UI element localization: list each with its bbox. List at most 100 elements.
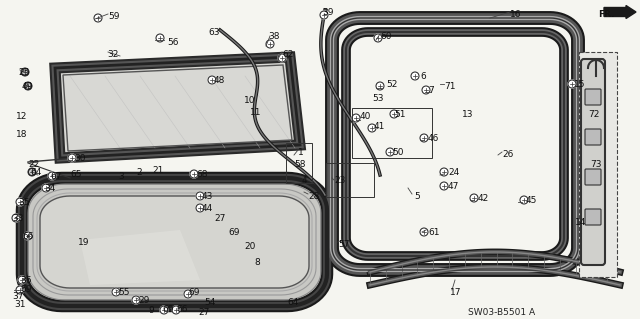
Text: 54: 54 (204, 298, 216, 307)
Text: 69: 69 (162, 305, 173, 314)
Circle shape (156, 34, 164, 42)
Circle shape (16, 198, 24, 206)
Circle shape (12, 214, 20, 222)
Text: 19: 19 (78, 238, 90, 247)
Text: 72: 72 (588, 110, 600, 119)
Text: 8: 8 (254, 258, 260, 267)
Text: 64: 64 (30, 168, 42, 177)
Circle shape (208, 76, 216, 84)
Text: 6: 6 (420, 72, 426, 81)
Text: 9: 9 (148, 306, 154, 315)
Circle shape (374, 34, 382, 42)
Circle shape (28, 168, 36, 176)
Circle shape (411, 72, 419, 80)
Text: 71: 71 (444, 82, 456, 91)
Circle shape (266, 40, 274, 48)
Text: 23: 23 (334, 176, 346, 185)
Text: SW03-B5501 A: SW03-B5501 A (468, 308, 535, 317)
FancyArrow shape (604, 5, 636, 19)
FancyBboxPatch shape (579, 52, 617, 277)
Circle shape (420, 228, 428, 236)
Text: 28: 28 (308, 192, 319, 201)
FancyBboxPatch shape (585, 169, 601, 185)
FancyBboxPatch shape (585, 209, 601, 225)
Circle shape (24, 83, 31, 90)
Circle shape (112, 288, 120, 296)
Text: 32: 32 (107, 50, 118, 59)
Text: 21: 21 (152, 166, 163, 175)
Circle shape (196, 192, 204, 200)
Text: FR.: FR. (598, 10, 614, 19)
Circle shape (132, 296, 140, 304)
Circle shape (160, 306, 168, 314)
Circle shape (48, 172, 56, 180)
Circle shape (440, 168, 448, 176)
Circle shape (21, 68, 29, 76)
Circle shape (24, 82, 32, 90)
Text: 69: 69 (188, 288, 200, 297)
Circle shape (386, 148, 394, 156)
Polygon shape (80, 230, 200, 285)
Text: 51: 51 (394, 110, 406, 119)
Text: 48: 48 (214, 76, 225, 85)
Text: 56: 56 (167, 38, 179, 47)
Circle shape (520, 196, 528, 204)
Text: 7: 7 (428, 86, 434, 95)
Text: 13: 13 (462, 110, 474, 119)
Polygon shape (55, 57, 300, 158)
Circle shape (470, 194, 478, 202)
Text: 59: 59 (108, 12, 120, 21)
Text: 27: 27 (198, 308, 209, 317)
Text: 18: 18 (16, 130, 28, 139)
Circle shape (278, 54, 286, 62)
Text: 15: 15 (574, 80, 586, 89)
Text: 62: 62 (282, 50, 293, 59)
Text: 60: 60 (380, 32, 392, 41)
Text: 26: 26 (502, 150, 513, 159)
Text: 27: 27 (214, 214, 225, 223)
Text: 41: 41 (374, 122, 385, 131)
Text: 36: 36 (20, 276, 31, 285)
Circle shape (18, 276, 26, 284)
Text: 24: 24 (448, 168, 460, 177)
Text: 30: 30 (74, 154, 86, 163)
Circle shape (390, 110, 398, 118)
Text: 29: 29 (138, 296, 149, 305)
Text: 39: 39 (322, 8, 333, 17)
FancyBboxPatch shape (585, 89, 601, 105)
Text: 42: 42 (478, 194, 489, 203)
Text: 16: 16 (510, 10, 522, 19)
FancyBboxPatch shape (585, 129, 601, 145)
Circle shape (184, 290, 192, 298)
Text: 69: 69 (228, 228, 239, 237)
Text: 2: 2 (136, 168, 141, 177)
Text: 3: 3 (118, 172, 124, 181)
Circle shape (196, 204, 204, 212)
Text: 10: 10 (244, 96, 255, 105)
Circle shape (320, 11, 328, 19)
Text: 61: 61 (428, 228, 440, 237)
Text: 17: 17 (450, 288, 461, 297)
Text: 58: 58 (294, 160, 305, 169)
Text: 50: 50 (392, 148, 403, 157)
Text: 37: 37 (12, 292, 24, 301)
Circle shape (94, 14, 102, 22)
Text: 4: 4 (302, 176, 308, 185)
Text: 66: 66 (176, 305, 188, 314)
Text: 22: 22 (28, 160, 39, 169)
Text: 64: 64 (287, 298, 298, 307)
Text: 1: 1 (298, 148, 304, 157)
Circle shape (42, 184, 50, 192)
Text: 31: 31 (14, 300, 26, 309)
Text: 69: 69 (20, 285, 31, 294)
Text: 67: 67 (50, 172, 61, 181)
Text: 55: 55 (118, 288, 129, 297)
Text: 66: 66 (22, 232, 33, 241)
Circle shape (68, 154, 76, 162)
Circle shape (172, 306, 180, 314)
FancyBboxPatch shape (581, 59, 605, 265)
Text: 35: 35 (18, 198, 29, 207)
Text: 33: 33 (12, 214, 24, 223)
Circle shape (420, 134, 428, 142)
Circle shape (376, 82, 384, 90)
